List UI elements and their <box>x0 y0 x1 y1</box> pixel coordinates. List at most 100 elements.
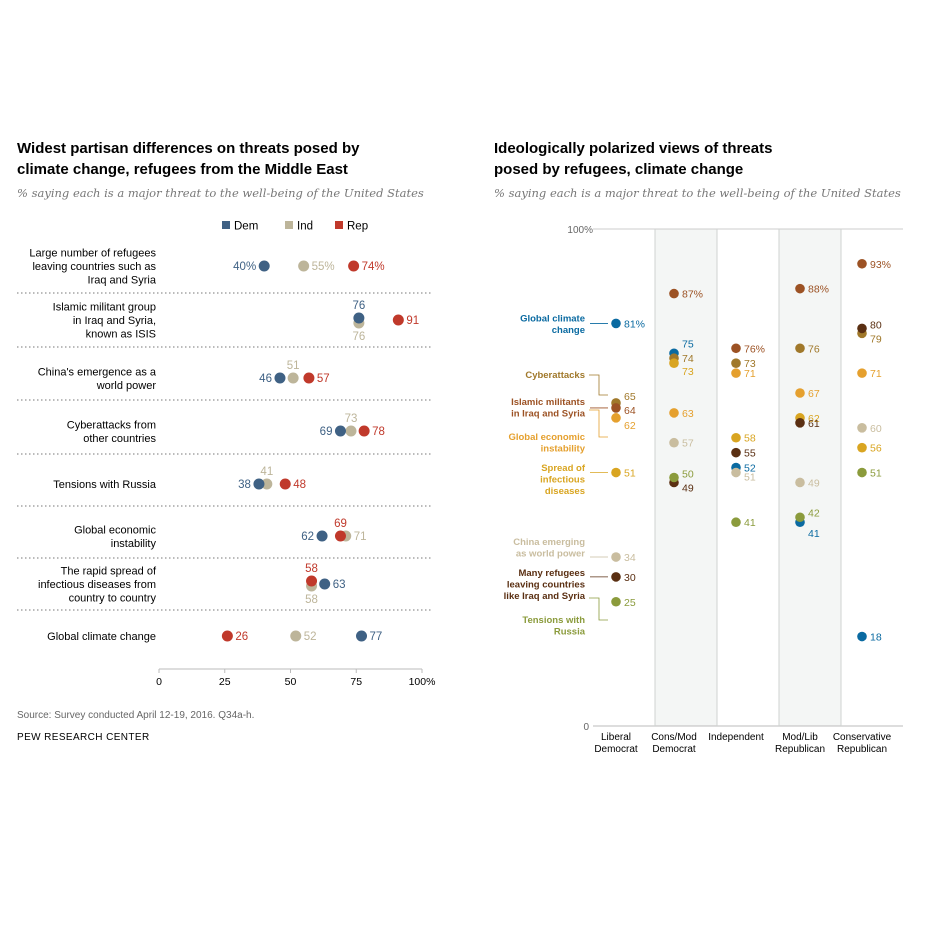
dot-dem <box>353 312 365 324</box>
series-annotation-refugees: leaving countries <box>507 580 585 591</box>
value-label-refugees: 49 <box>682 482 694 494</box>
value-label-cyber: 65 <box>624 391 636 403</box>
value-label-china: 60 <box>870 423 882 435</box>
value-label-cyber: 76 <box>808 343 820 355</box>
dot-dem <box>258 260 270 272</box>
row-label: Large number of refugees <box>29 248 156 260</box>
dot-dem <box>319 578 331 590</box>
series-annotation-econ: instability <box>541 444 586 455</box>
series-annotation-russia: Russia <box>554 627 586 638</box>
row-label: leaving countries such as <box>32 261 156 273</box>
x-tick-label: 75 <box>350 676 362 688</box>
legend-swatch-dem <box>222 221 230 229</box>
dot-russia <box>731 517 741 528</box>
row-label: known as ISIS <box>86 329 156 341</box>
value-label-econ: 63 <box>682 408 694 420</box>
value-label-rep: 48 <box>293 479 306 491</box>
column-label: Conservative <box>833 732 892 743</box>
legend-label-dem: Dem <box>234 221 258 233</box>
value-label-china: 49 <box>808 477 820 489</box>
value-label-ind: 41 <box>260 466 273 478</box>
row-label: Tensions with Russia <box>53 479 157 491</box>
dot-refugees <box>795 418 805 428</box>
value-label-econ: 67 <box>808 388 820 400</box>
dot-russia <box>669 472 679 483</box>
value-label-isis: 64 <box>624 405 636 417</box>
dot-china <box>669 437 679 448</box>
series-annotation-isis: Islamic militants <box>511 397 585 408</box>
dot-rep <box>303 372 315 384</box>
source-note: Source: Survey conducted April 12-19, 20… <box>17 710 255 721</box>
row-label: Global economic <box>74 524 156 536</box>
dot-russia <box>611 596 621 607</box>
dot-ind <box>290 630 302 642</box>
left-title-line-1: Widest partisan differences on threats p… <box>17 140 360 157</box>
row-label: world power <box>96 380 157 392</box>
dot-refugees <box>611 572 621 582</box>
value-label-russia: 50 <box>682 469 694 481</box>
dot-ind <box>345 425 357 437</box>
value-label-russia: 41 <box>744 517 756 529</box>
dot-dem <box>316 530 328 542</box>
left-chart-title: Widest partisan differences on threats p… <box>17 138 359 180</box>
value-label-rep: 58 <box>305 563 318 575</box>
value-label-rep: 57 <box>317 373 330 385</box>
dot-econ <box>669 408 679 418</box>
value-label-china: 57 <box>682 438 694 450</box>
value-label-econ: 71 <box>744 368 756 380</box>
value-label-ind: 55% <box>312 261 335 273</box>
row-label: instability <box>111 538 157 550</box>
value-label-cyber: 79 <box>870 333 882 345</box>
dot-rep <box>334 530 346 542</box>
value-label-isis: 93% <box>870 259 891 271</box>
column-label: Democrat <box>594 744 638 755</box>
value-label-climate: 18 <box>870 632 882 644</box>
value-label-cyber: 74 <box>682 353 694 365</box>
value-label-disease: 51 <box>624 468 636 480</box>
column-label: Democrat <box>652 744 696 755</box>
value-label-rep: 78 <box>372 426 385 438</box>
value-label-ind: 76 <box>352 331 365 343</box>
column-band <box>779 229 841 726</box>
dot-econ <box>795 388 805 398</box>
dot-rep <box>306 575 318 587</box>
dot-disease <box>857 442 867 453</box>
dot-russia <box>795 512 805 523</box>
series-annotation-disease: diseases <box>545 486 585 497</box>
y-tick-label: 0 <box>583 722 589 733</box>
row-label: in Iraq and Syria, <box>73 315 156 327</box>
value-label-dem: 76 <box>352 300 365 312</box>
legend-label-rep: Rep <box>347 221 368 233</box>
series-annotation-isis: in Iraq and Syria <box>511 409 586 420</box>
dot-china <box>731 467 741 478</box>
dot-china <box>795 477 805 488</box>
dot-econ <box>731 368 741 378</box>
row-label: country to country <box>69 593 157 605</box>
dot-china <box>611 552 621 562</box>
value-label-cyber: 73 <box>744 358 756 370</box>
row-label: Global climate change <box>47 631 156 643</box>
brand-name: PEW RESEARCH CENTER <box>17 732 150 743</box>
dot-isis <box>669 288 679 299</box>
value-label-dem: 69 <box>320 426 333 438</box>
dot-dem <box>274 372 286 384</box>
dot-econ <box>611 413 621 423</box>
value-label-disease: 56 <box>870 443 882 455</box>
series-annotation-cyber: Cyberattacks <box>525 370 585 381</box>
dot-dem <box>334 425 346 437</box>
dot-russia <box>857 467 867 478</box>
row-label: other countries <box>83 433 156 445</box>
value-label-disease: 58 <box>744 433 756 445</box>
column-label: Republican <box>775 744 825 755</box>
value-label-ind: 58 <box>305 594 318 606</box>
legend-label-ind: Ind <box>297 221 313 233</box>
dot-isis <box>795 283 805 294</box>
dot-disease <box>669 358 679 368</box>
series-annotation-refugees: like Iraq and Syria <box>504 591 586 602</box>
dot-refugees <box>857 323 867 334</box>
dot-climate <box>611 318 621 329</box>
series-annotation-econ: Global economic <box>508 432 585 443</box>
x-tick-label: 50 <box>285 676 297 688</box>
column-label: Independent <box>708 732 764 743</box>
